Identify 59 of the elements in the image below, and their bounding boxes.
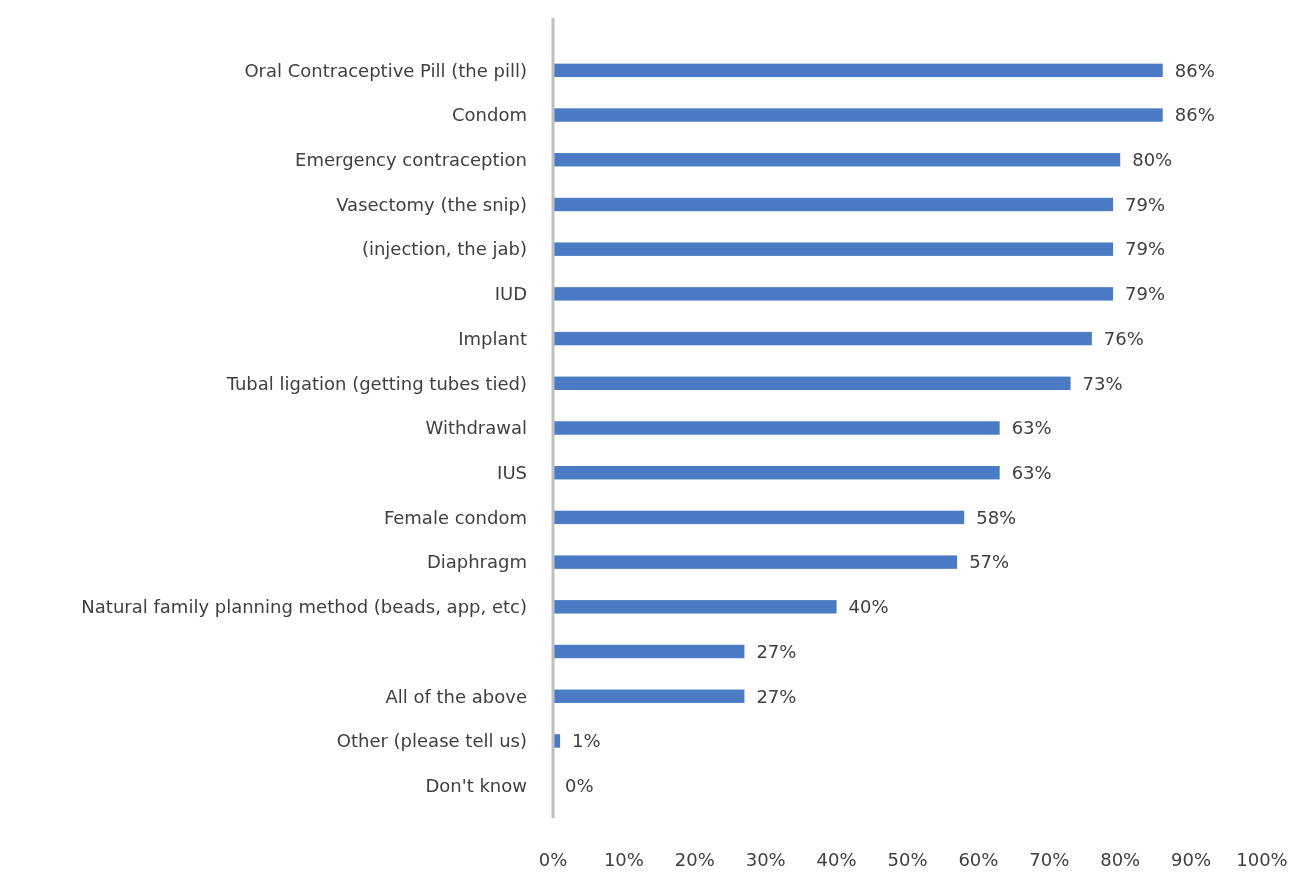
x-tick-label: 100% (1236, 849, 1288, 870)
y-tick-label: All of the above (385, 685, 527, 707)
bar (553, 644, 745, 659)
x-tick-label: 90% (1171, 849, 1212, 870)
x-tick-label: 60% (958, 849, 999, 870)
data-label: 86% (1174, 59, 1215, 81)
y-tick-label: Diaphragm (426, 551, 527, 573)
data-label: 63% (1011, 462, 1052, 484)
bar (553, 376, 1071, 390)
data-label: 86% (1174, 104, 1215, 126)
bar (553, 287, 1114, 301)
bar (553, 510, 965, 525)
bar (553, 555, 958, 569)
bar (553, 153, 1121, 167)
x-tick-label: 70% (1029, 849, 1070, 870)
data-label: 1% (572, 730, 601, 752)
y-tick-label: Female condom (383, 506, 527, 528)
y-tick-label: Natural family planning method (beads, app, etc) (81, 596, 527, 618)
y-tick-label: Oral Contraceptive Pill (the pill) (244, 59, 527, 81)
data-label: 40% (848, 596, 889, 618)
x-tick-label: 20% (674, 849, 715, 870)
data-label: 79% (1125, 193, 1166, 215)
data-label: 79% (1125, 238, 1166, 260)
y-tick-label: Tubal ligation (getting tubes tied) (225, 372, 527, 394)
x-tick-label: 50% (887, 849, 928, 870)
y-tick-label: Emergency contraception (295, 149, 527, 171)
y-tick-label: (injection, the jab) (361, 238, 527, 260)
bar (553, 197, 1114, 212)
data-label: 27% (756, 685, 797, 707)
bar (553, 689, 745, 703)
bar (553, 242, 1114, 256)
bar (553, 421, 1000, 435)
data-label: 0% (565, 774, 594, 796)
bar (553, 331, 1092, 346)
x-tick-label: 40% (816, 849, 857, 870)
y-tick-label: IUS (497, 462, 527, 484)
y-tick-label: Condom (452, 104, 527, 126)
x-tick-label: 10% (603, 849, 644, 870)
y-tick-label: Implant (458, 327, 527, 349)
bar (553, 600, 837, 614)
y-tick-label: Other (please tell us) (336, 730, 527, 752)
data-label: 79% (1125, 283, 1166, 305)
data-label: 58% (976, 506, 1017, 528)
x-tick-label: 80% (1100, 849, 1141, 870)
data-label: 80% (1132, 149, 1173, 171)
x-tick-label: 0% (538, 849, 568, 870)
data-label: 57% (969, 551, 1010, 573)
bar (553, 108, 1163, 122)
data-label: 27% (756, 640, 797, 662)
bar (553, 466, 1000, 480)
y-tick-label: Vasectomy (the snip) (336, 193, 527, 215)
bar (553, 63, 1163, 78)
data-label: 63% (1011, 417, 1052, 439)
y-tick-label: Withdrawal (425, 417, 527, 439)
x-tick-label: 30% (745, 849, 786, 870)
y-tick-label: IUD (494, 283, 527, 305)
y-tick-label: Don't know (425, 774, 527, 796)
data-label: 73% (1082, 372, 1123, 394)
data-label: 76% (1103, 327, 1144, 349)
